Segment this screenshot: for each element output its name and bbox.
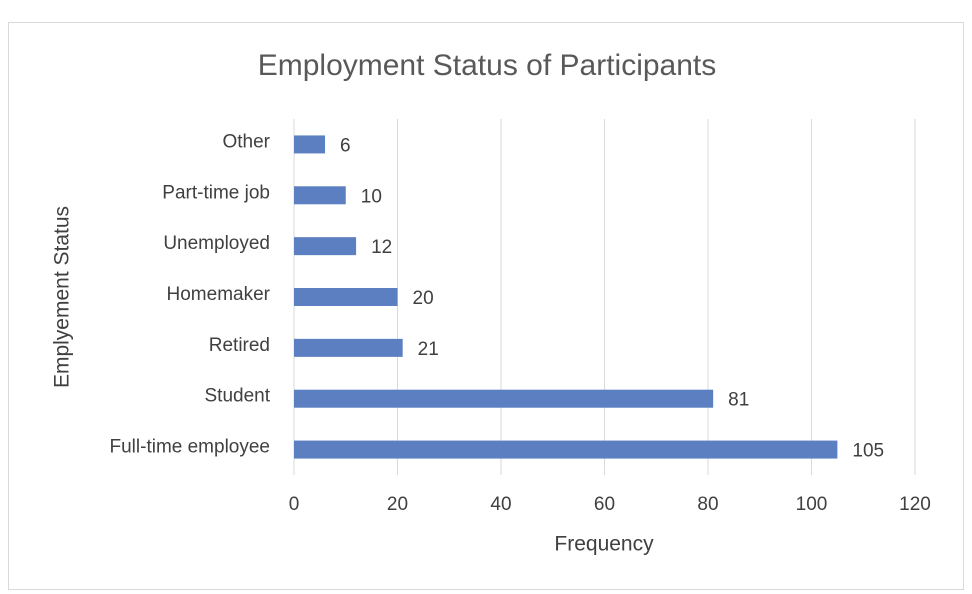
bar [294,135,326,154]
chart-border [8,22,964,590]
value-label: 21 [418,339,439,360]
bar [294,440,838,459]
y-axis-label: Emplyement Status [51,206,74,388]
bar [294,186,346,205]
value-label: 10 [361,186,382,207]
bar [294,338,403,357]
y-tick-label: Student [205,386,271,407]
x-tick-label: 120 [899,494,931,515]
value-label: 81 [728,390,749,411]
y-tick-label: Part-time job [162,182,270,203]
y-tick-label: Homemaker [167,284,271,305]
bar [294,288,398,306]
bar [294,389,714,408]
value-label: 20 [413,288,434,309]
x-tick-label: 60 [594,494,615,515]
x-axis-label: Frequency [554,533,654,556]
x-tick-label: 80 [697,494,718,515]
y-tick-label: Unemployed [163,233,270,254]
x-tick-label: 0 [289,494,300,515]
x-tick-label: 40 [490,494,511,515]
y-tick-label: Full-time employee [110,437,271,458]
bar [294,237,357,256]
value-label: 12 [371,237,392,258]
value-label: 6 [340,135,351,156]
value-label: 105 [852,441,884,462]
chart-title: Employment Status of Participants [258,49,717,82]
y-tick-label: Retired [209,335,270,356]
x-tick-label: 20 [387,494,408,515]
x-tick-label: 100 [796,494,828,515]
y-tick-label: Other [222,131,270,152]
